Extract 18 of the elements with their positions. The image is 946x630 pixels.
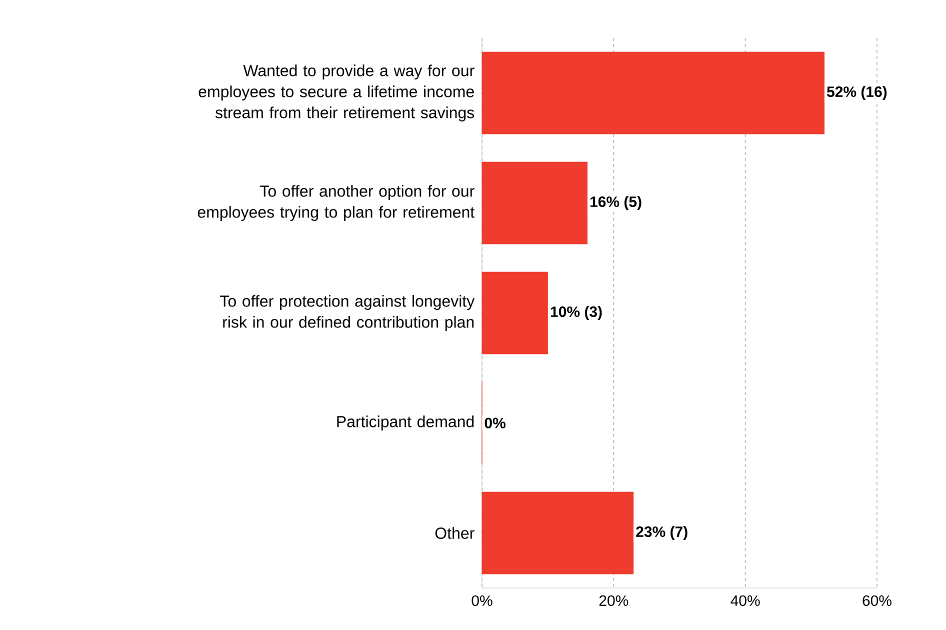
data-label: 10% (3) <box>550 306 602 320</box>
y-tick-label: To offer protection against longevity risk in our defined contribution plan <box>220 295 475 331</box>
x-tick-label: 60% <box>862 595 892 606</box>
data-label: 52% (16) <box>826 86 887 100</box>
y-tick-label: Participant demand <box>337 416 474 430</box>
data-label: 23% (7) <box>636 526 688 540</box>
y-tick-label: Wanted to provide a way for our employees to secure a lifetime income stream from their retirement savings <box>198 64 474 122</box>
x-tick-label: 40% <box>730 595 760 606</box>
bar <box>482 162 588 244</box>
y-tick-label: To offer another option for our employees trying to plan for retirement <box>198 185 474 221</box>
data-label: 0% <box>484 418 506 428</box>
x-tick-label: 0% <box>472 595 492 606</box>
bar <box>482 52 825 134</box>
bar <box>482 492 634 574</box>
y-tick-label: Other <box>435 527 474 539</box>
bar <box>482 272 548 354</box>
x-tick-label: 20% <box>599 595 628 606</box>
data-label: 16% (5) <box>590 196 642 210</box>
